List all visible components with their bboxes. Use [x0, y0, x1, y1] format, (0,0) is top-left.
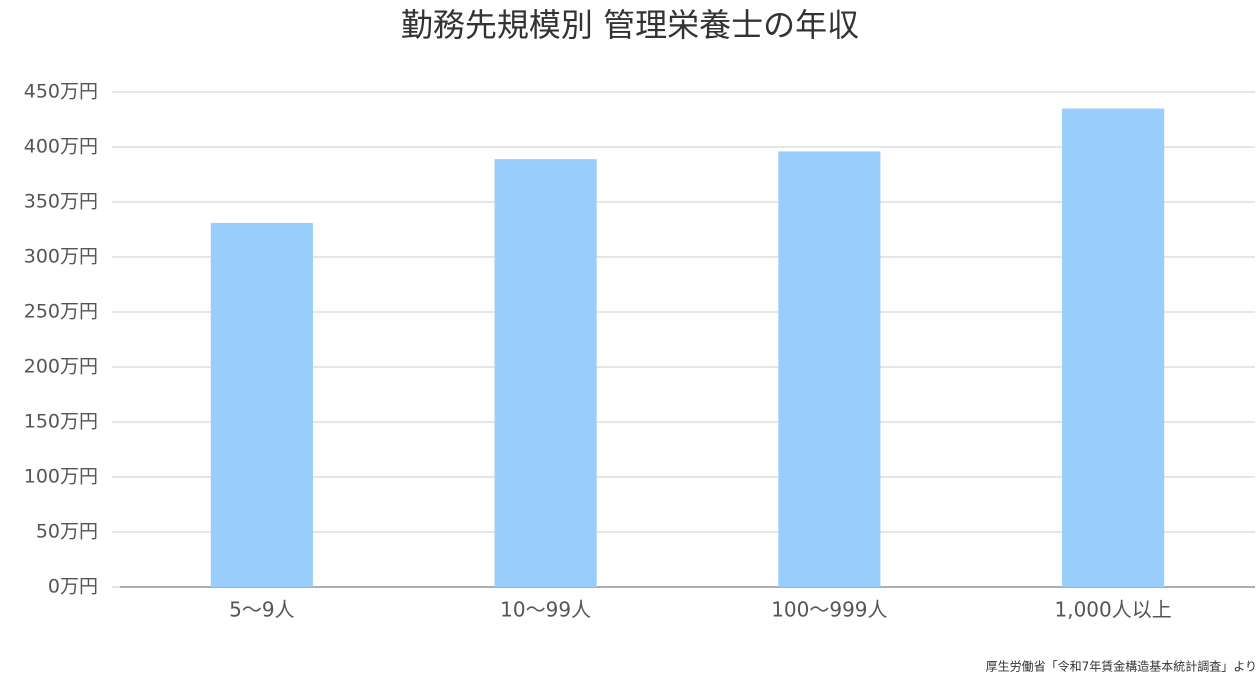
y-tick-label: 200万円	[24, 356, 98, 378]
bar	[210, 222, 313, 587]
bar	[494, 159, 597, 587]
x-tick-label: 5〜9人	[229, 598, 294, 622]
chart-title: 勤務先規模別 管理栄養士の年収	[401, 6, 859, 44]
y-tick-label: 150万円	[24, 411, 98, 433]
x-tick-label: 100〜999人	[771, 598, 887, 622]
x-tick-label: 1,000人以上	[1054, 598, 1171, 622]
y-tick-label: 0万円	[48, 576, 98, 598]
y-tick-label: 300万円	[24, 246, 98, 268]
y-tick-label: 450万円	[24, 81, 98, 103]
y-tick-label: 400万円	[24, 136, 98, 158]
bar	[1062, 108, 1165, 587]
y-tick-label: 50万円	[36, 521, 98, 543]
y-tick-label: 250万円	[24, 301, 98, 323]
source-note: 厚生労働省「令和7年賃金構造基本統計調査」より	[986, 659, 1257, 674]
y-tick-label: 100万円	[24, 466, 98, 488]
bar	[778, 151, 881, 587]
x-tick-label: 10〜99人	[500, 598, 591, 622]
y-tick-label: 350万円	[24, 191, 98, 213]
